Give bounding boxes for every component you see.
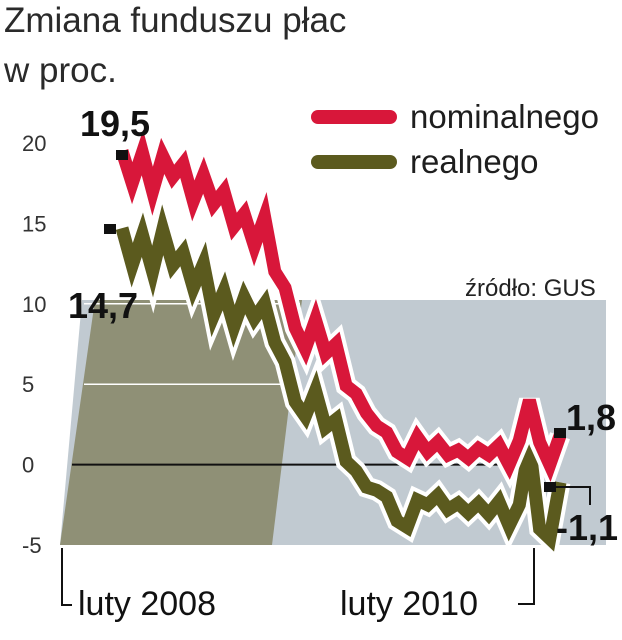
leader-end-real [556, 486, 591, 505]
marker-end-nominal [554, 428, 566, 438]
bracket-end [518, 548, 535, 605]
y-tick-label: 0 [22, 453, 34, 478]
marker-start-real [104, 224, 116, 234]
y-tick-label: 20 [22, 131, 46, 156]
y-tick-label: 15 [22, 211, 46, 236]
callout-start-nominal: 19,5 [80, 103, 150, 144]
callout-end-real: -1,1 [556, 507, 618, 548]
bracket-start [61, 548, 72, 606]
legend: nominalnego realnego [307, 98, 599, 180]
x-label-start: luty 2008 [78, 585, 216, 623]
x-label-end: luty 2010 [340, 585, 478, 623]
series-layer [111, 115, 571, 560]
shaded-panel-dark [60, 300, 302, 545]
y-tick-label: 5 [22, 372, 34, 397]
source-note: źródło: GUS [465, 275, 596, 302]
callout-start-real: 14,7 [68, 285, 138, 326]
legend-label-realnego: realnego [410, 143, 538, 180]
y-tick-label: 10 [22, 292, 46, 317]
chart-subtitle: w proc. [3, 51, 117, 90]
callout-end-nominal: 1,8 [566, 397, 616, 438]
legend-label-nominalnego: nominalnego [410, 98, 599, 135]
y-tick-label: -5 [22, 533, 42, 558]
chart-title: Zmiana funduszu płac [4, 1, 346, 40]
series-line-realnego [115, 204, 567, 552]
series-line-nominalnego [115, 129, 567, 483]
marker-end-real [544, 482, 556, 492]
marker-start-nominal [116, 150, 128, 160]
y-axis-ticks: 20 15 10 5 0 -5 [22, 131, 46, 558]
